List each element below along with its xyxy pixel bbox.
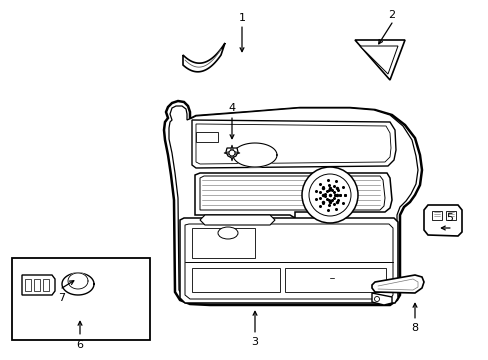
Polygon shape [225,148,238,158]
Polygon shape [196,124,390,164]
Circle shape [228,150,235,156]
Text: 5: 5 [446,213,452,223]
FancyBboxPatch shape [12,258,150,340]
Polygon shape [371,275,423,293]
Polygon shape [431,211,441,220]
Circle shape [308,174,350,216]
Polygon shape [169,106,417,302]
Polygon shape [192,268,280,292]
Polygon shape [230,156,233,161]
Polygon shape [233,143,276,167]
Polygon shape [34,279,40,291]
Ellipse shape [218,227,238,239]
Circle shape [374,297,379,302]
Polygon shape [196,132,218,142]
Text: 3: 3 [251,337,258,347]
Polygon shape [192,120,395,168]
Text: 6: 6 [76,340,83,350]
Circle shape [302,167,357,223]
Polygon shape [192,228,254,258]
Polygon shape [163,101,421,305]
Text: 8: 8 [410,323,418,333]
Text: 1: 1 [238,13,245,23]
Polygon shape [180,218,397,303]
Polygon shape [230,145,233,150]
Text: 4: 4 [228,103,235,113]
Polygon shape [224,152,229,154]
Polygon shape [25,279,31,291]
Polygon shape [184,224,392,299]
Polygon shape [200,176,384,210]
Polygon shape [195,173,391,218]
Polygon shape [371,293,391,305]
Text: 2: 2 [387,10,395,20]
Polygon shape [234,152,240,154]
Polygon shape [183,43,224,72]
Polygon shape [200,215,274,225]
Text: 7: 7 [59,293,65,303]
Polygon shape [354,40,404,80]
Polygon shape [62,273,94,295]
Polygon shape [285,268,385,292]
Polygon shape [445,211,455,220]
Polygon shape [22,275,55,295]
Polygon shape [423,205,461,236]
Polygon shape [68,273,88,289]
Polygon shape [359,46,397,74]
Polygon shape [43,279,49,291]
